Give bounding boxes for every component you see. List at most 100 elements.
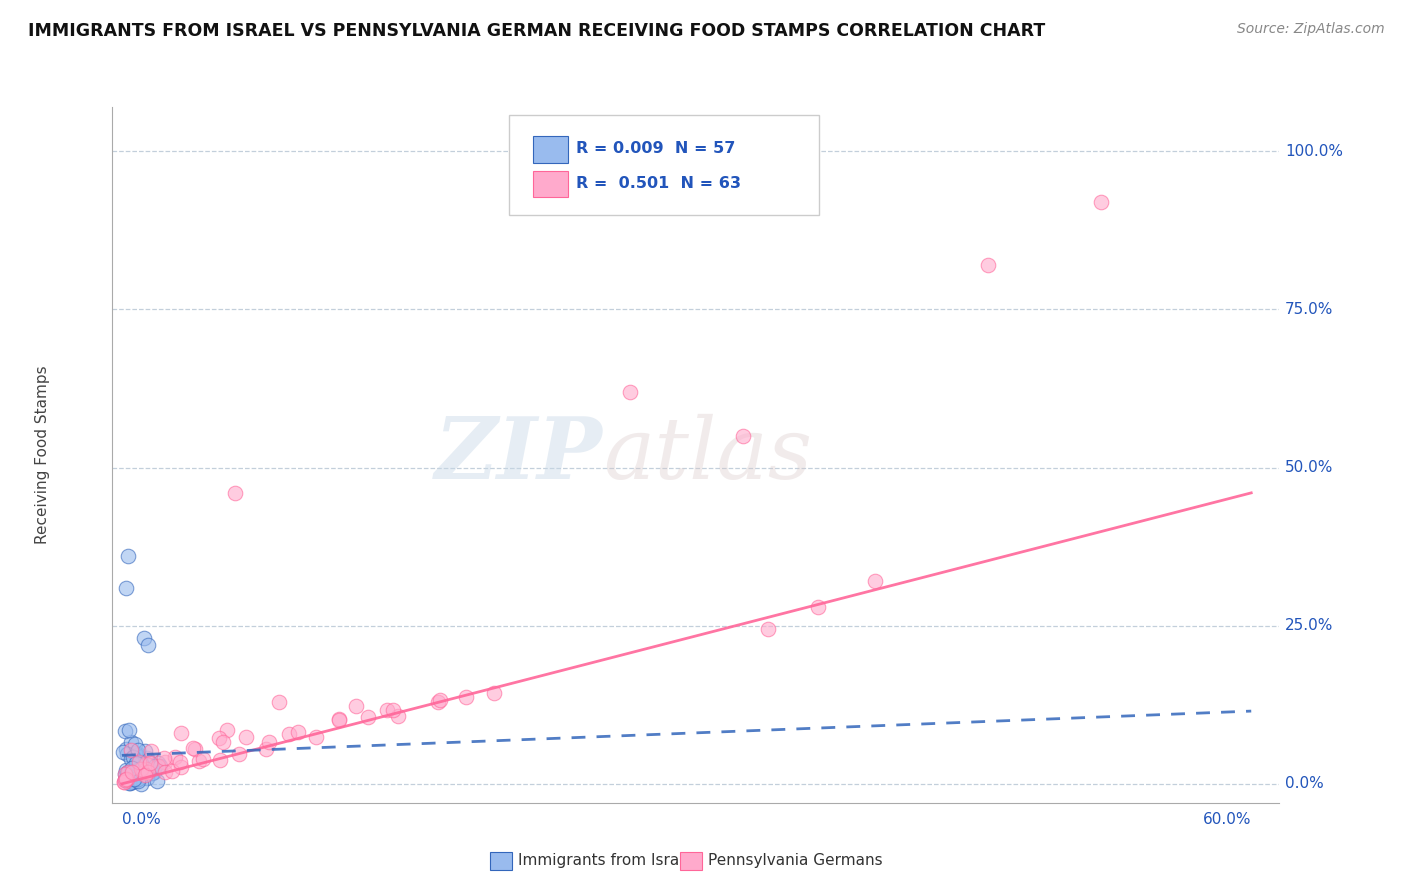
Point [127,774,149,789]
Bar [533,171,568,197]
Text: IMMIGRANTS FROM ISRAEL VS PENNSYLVANIA GERMAN RECEIVING FOOD STAMPS CORRELATION : IMMIGRANTS FROM ISRAEL VS PENNSYLVANIA G… [28,22,1046,40]
Point [115,742,138,756]
Point [139,744,162,758]
Point [117,773,139,788]
Point [124,746,146,760]
Point [117,774,139,789]
Point [254,742,277,756]
Point [117,768,139,782]
Text: 100.0%: 100.0% [1285,144,1343,159]
FancyBboxPatch shape [509,115,818,215]
Point [146,756,169,770]
Point [124,770,146,784]
Point [125,756,148,771]
Point [344,698,367,713]
Point [135,757,157,772]
Point [135,762,157,776]
Point [115,766,138,780]
Point [117,549,139,563]
Point [731,429,754,443]
Point [127,747,149,761]
Point [139,756,162,770]
Point [115,763,138,777]
Point [169,756,191,770]
Point [145,774,167,789]
Point [184,742,207,756]
Point [127,743,149,757]
Point [114,773,136,788]
Point [278,727,301,741]
Point [121,775,143,789]
Point [211,735,233,749]
Point [124,774,146,789]
Point [121,764,143,779]
Point [114,773,136,788]
Point [235,731,257,745]
Point [141,766,163,780]
Point [977,258,1000,272]
Point [1090,194,1112,209]
Point [756,622,779,636]
Point [170,726,193,740]
Point [118,723,141,737]
Point [228,747,250,761]
Point [357,710,380,724]
Point [155,756,177,770]
Point [136,765,159,780]
Point [208,731,231,746]
Point [148,759,170,773]
Text: 50.0%: 50.0% [1285,460,1333,475]
Point [136,753,159,767]
Point [807,599,830,614]
Point [117,765,139,780]
Point [115,772,138,787]
Text: Receiving Food Stamps: Receiving Food Stamps [35,366,51,544]
Point [120,752,142,766]
Point [863,574,886,589]
Point [121,770,143,784]
Point [128,762,150,776]
Point [149,759,172,773]
Text: Immigrants from Israel: Immigrants from Israel [517,854,693,869]
Point [135,771,157,785]
Point [117,764,139,779]
Text: 0.0%: 0.0% [122,813,160,827]
Point [128,755,150,769]
Point [287,725,309,739]
Point [619,384,641,399]
Point [328,713,350,727]
Point [122,769,145,783]
Text: ZIP: ZIP [434,413,603,497]
Point [114,767,136,781]
Point [131,777,153,791]
Point [129,756,152,771]
Point [127,772,149,786]
Point [224,486,246,500]
Point [125,748,148,763]
Point [134,632,156,646]
Text: 0.0%: 0.0% [1285,776,1324,791]
Point [122,749,145,764]
Point [115,747,138,761]
Point [482,685,505,699]
Bar [533,136,568,162]
Point [111,745,134,759]
Point [131,764,153,779]
Point [134,767,156,781]
Point [429,693,451,707]
Point [112,775,135,789]
Text: R =  0.501  N = 63: R = 0.501 N = 63 [576,176,741,191]
Text: 60.0%: 60.0% [1202,813,1251,827]
Point [454,690,477,704]
Text: Pennsylvania Germans: Pennsylvania Germans [709,854,883,869]
Point [115,772,138,787]
Text: 25.0%: 25.0% [1285,618,1333,633]
Point [267,694,290,708]
Point [129,769,152,783]
Point [143,759,166,773]
Point [120,735,142,749]
Point [117,764,139,779]
Point [426,695,449,709]
Point [121,773,143,788]
Point [125,748,148,763]
